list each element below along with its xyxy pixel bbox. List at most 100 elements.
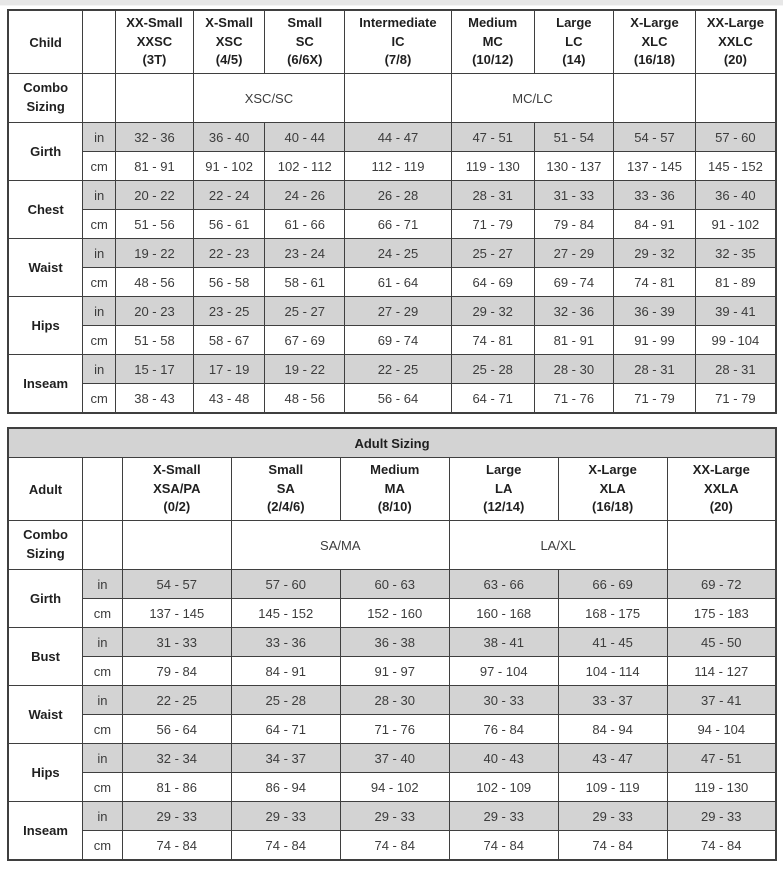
size-value-cell: 94 - 104 [666,714,777,744]
size-value-cell: 69 - 74 [533,267,615,297]
size-column-header: X-Small XSA/PA (0/2) [121,457,232,521]
size-value-cell: 26 - 28 [344,180,452,210]
unit-label: cm [82,830,123,861]
size-range-label: (12/14) [483,499,525,515]
size-code-label: XLA [599,480,626,496]
size-code-label: XXLC [718,33,753,49]
measurement-row: cm 79 - 84 84 - 91 91 - 97 97 - 104 104 - 114… [8,656,777,686]
size-value-cell: 29 - 32 [613,238,696,268]
size-value-cell: 137 - 145 [121,598,232,628]
size-value-cell: 74 - 84 [557,830,668,861]
measurement-label: Girth [7,569,84,628]
size-value-cell: 36 - 40 [694,180,777,210]
size-name-label: Small [268,461,304,477]
size-value-cell: 71 - 76 [533,383,615,414]
size-value-cell: 28 - 31 [450,180,535,210]
unit-label: cm [82,598,123,628]
measurement-label: Hips [7,296,84,355]
size-column-header: X-Large XLC (16/18) [613,9,696,74]
size-value-cell: 48 - 56 [115,267,194,297]
size-value-cell: 19 - 22 [115,238,194,268]
size-code-label: SA [276,480,295,496]
size-range-label: (0/2) [163,499,191,515]
combo-size-cell [666,520,777,570]
size-value-cell: 40 - 44 [264,122,346,152]
size-value-cell: 29 - 33 [121,801,232,831]
measurement-label: Inseam [7,354,84,414]
page-top-strip [0,0,783,6]
size-value-cell: 37 - 41 [666,685,777,715]
size-value-cell: 81 - 91 [115,151,194,181]
size-value-cell: 56 - 58 [192,267,266,297]
size-value-cell: 33 - 36 [230,627,341,657]
size-value-cell: 67 - 69 [264,325,346,355]
combo-size-cell: LA/XL [448,520,668,570]
size-value-cell: 28 - 31 [694,354,777,384]
size-value-cell: 145 - 152 [230,598,341,628]
size-range-label: (3T) [142,52,167,68]
size-value-cell: 29 - 33 [666,801,777,831]
size-value-cell: 69 - 72 [666,569,777,599]
size-value-cell: 29 - 33 [557,801,668,831]
size-value-cell: 54 - 57 [613,122,696,152]
measurement-label: Inseam [7,801,84,861]
combo-sizing-row: Combo Sizing XSC/SC MC/LC [7,73,777,123]
size-value-cell: 47 - 51 [450,122,535,152]
size-value-cell: 36 - 40 [192,122,266,152]
combo-size-cell: XSC/SC [192,73,346,123]
size-range-label: (16/18) [633,52,676,68]
size-value-cell: 63 - 66 [448,569,559,599]
size-column-header: Large LC (14) [533,9,615,74]
size-value-cell: 33 - 37 [557,685,668,715]
size-value-cell: 51 - 54 [533,122,615,152]
size-code-label: LC [565,33,583,49]
size-value-cell: 61 - 64 [344,267,452,297]
measurement-label: Waist [7,238,84,297]
size-name-label: Medium [468,14,518,30]
unit-label: in [82,180,117,210]
size-value-cell: 29 - 32 [450,296,535,326]
size-value-cell: 99 - 104 [694,325,777,355]
size-range-label: (2/4/6) [266,499,305,515]
unit-column-spacer [82,73,117,123]
measurement-label: Waist [7,685,84,744]
size-value-cell: 74 - 84 [448,830,559,861]
measurement-label: Bust [7,627,84,686]
size-value-cell: 58 - 61 [264,267,346,297]
size-value-cell: 25 - 27 [264,296,346,326]
size-value-cell: 91 - 97 [339,656,450,686]
size-code-label: SC [295,33,314,49]
size-value-cell: 32 - 36 [115,122,194,152]
size-value-cell: 91 - 102 [192,151,266,181]
measurement-label: Chest [7,180,84,239]
size-value-cell: 32 - 35 [694,238,777,268]
combo-sizing-label: Combo Sizing [7,73,84,123]
size-value-cell: 84 - 94 [557,714,668,744]
size-value-cell: 33 - 36 [613,180,696,210]
size-value-cell: 152 - 160 [339,598,450,628]
measurement-row: cm 74 - 84 74 - 84 74 - 84 74 - 84 74 - 84 74 … [8,830,777,861]
combo-size-cell [115,73,194,123]
size-value-cell: 34 - 37 [230,743,341,773]
size-value-cell: 19 - 22 [264,354,346,384]
size-value-cell: 20 - 22 [115,180,194,210]
size-name-label: X-Large [588,461,637,477]
size-value-cell: 74 - 84 [666,830,777,861]
measurement-row: Waist in 22 - 25 25 - 28 28 - 30 30 - 33 33 - … [7,685,777,744]
size-value-cell: 160 - 168 [448,598,559,628]
measurement-row: Girth in 32 - 36 36 - 40 40 - 44 44 - 47 47 - … [7,122,777,181]
measurement-row: Chest in 20 - 22 22 - 24 24 - 26 26 - 28 28 - … [7,180,777,239]
unit-label: cm [82,772,123,802]
measurement-row: cm 56 - 64 64 - 71 71 - 76 76 - 84 84 - 94 94 … [8,714,777,744]
size-value-cell: 74 - 81 [450,325,535,355]
size-column-header: Small SC (6/6X) [264,9,346,74]
measurement-label: Girth [7,122,84,181]
adult-group-label: Adult [7,457,84,521]
unit-column-spacer [82,520,123,570]
size-value-cell: 81 - 89 [694,267,777,297]
size-range-label: (14) [562,52,586,68]
size-value-cell: 81 - 86 [121,772,232,802]
size-code-label: XXSC [136,33,173,49]
size-value-cell: 61 - 66 [264,209,346,239]
size-value-cell: 36 - 39 [613,296,696,326]
